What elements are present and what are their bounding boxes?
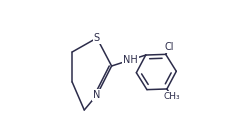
- Text: CH₃: CH₃: [163, 92, 180, 101]
- Text: N: N: [93, 90, 101, 100]
- Text: Cl: Cl: [165, 42, 175, 52]
- Text: S: S: [94, 33, 100, 43]
- Text: NH: NH: [123, 55, 138, 65]
